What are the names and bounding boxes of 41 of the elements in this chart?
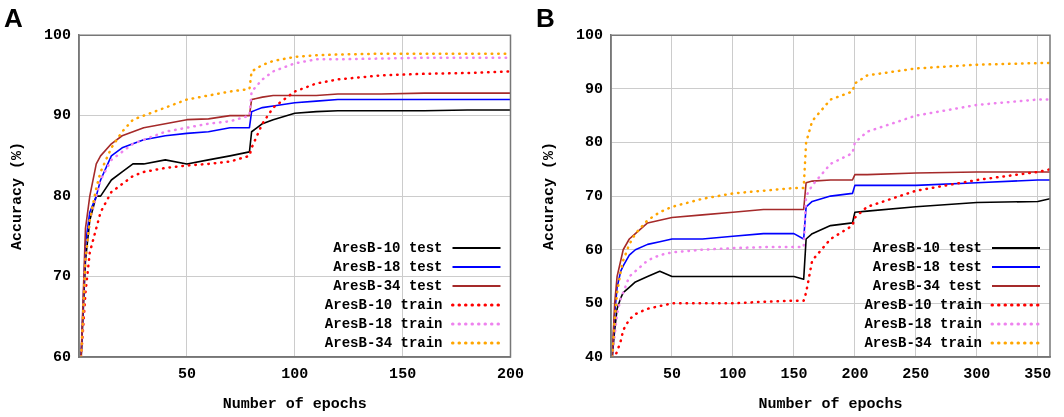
x-axis-title: Number of epochs [222,395,367,413]
chart-title: B [536,2,555,33]
chart-title: A [4,2,23,33]
y-axis-title: Accuracy (%) [8,142,26,251]
x-tick-label: 200 [496,365,525,383]
x-tick-label: 250 [902,365,930,383]
legend-label: AresB-10 test [333,239,443,256]
y-tick-label: 80 [584,134,603,152]
y-tick-label: 40 [584,348,603,366]
x-tick-label: 300 [963,365,991,383]
x-tick-label: 350 [1024,365,1052,383]
x-tick-label: 100 [719,365,747,383]
y-tick-label: 90 [52,107,71,125]
legend-label: AresB-18 test [872,258,982,275]
x-tick-label: 50 [662,365,681,383]
legend-label: AresB-34 train [324,334,443,351]
x-tick-label: 150 [780,365,808,383]
legend-label: AresB-10 train [864,296,982,313]
legend-label: AresB-34 train [864,334,982,351]
legend-label: AresB-18 train [864,315,982,332]
y-tick-label: 60 [584,241,603,259]
y-tick-label: 80 [52,187,71,205]
legend-label: AresB-10 test [872,239,982,256]
legend-label: AresB-34 test [872,277,982,294]
y-tick-label: 70 [584,187,603,205]
y-tick-label: 90 [584,80,603,98]
y-tick-label: 70 [52,268,71,286]
y-tick-label: 100 [43,26,71,44]
legend-label: AresB-18 train [324,315,443,332]
x-tick-label: 100 [281,365,309,383]
x-tick-label: 150 [389,365,417,383]
y-axis-title: Accuracy (%) [540,142,558,251]
x-tick-label: 200 [841,365,869,383]
x-tick-label: 50 [177,365,196,383]
legend-label: AresB-18 test [333,258,443,275]
y-tick-label: 100 [575,26,603,44]
y-tick-label: 50 [584,295,603,313]
legend-label: AresB-10 train [324,296,443,313]
x-axis-title: Number of epochs [758,395,903,413]
y-tick-label: 60 [52,348,71,366]
legend-label: AresB-34 test [333,277,443,294]
